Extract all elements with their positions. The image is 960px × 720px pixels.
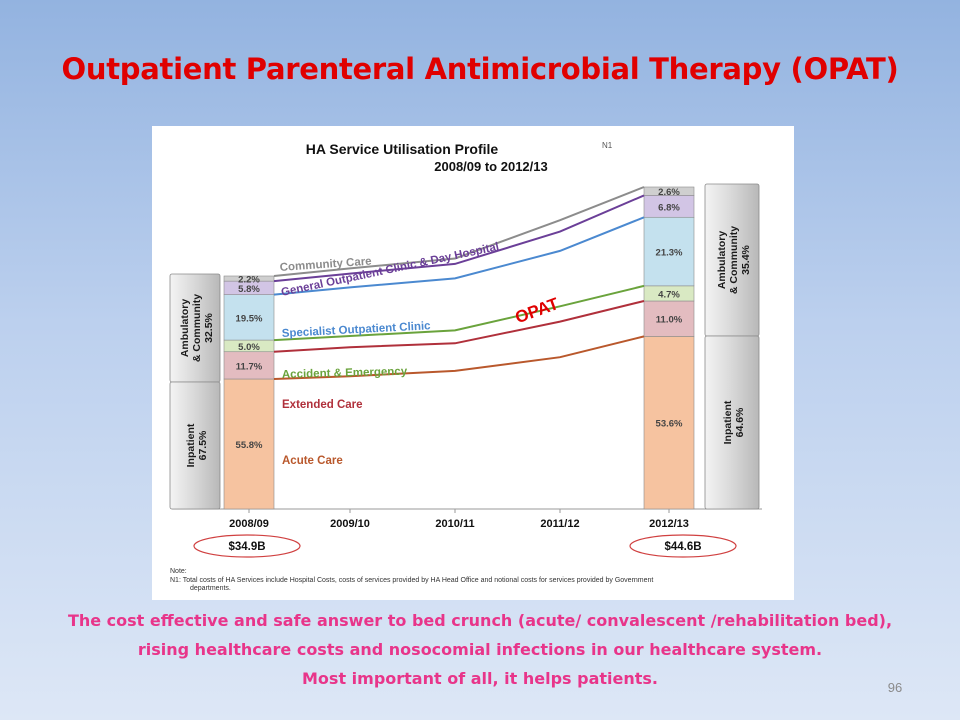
series-label-specialist-outpatient-clinic: Specialist Outpatient Clinic xyxy=(282,320,432,340)
bar-2008-09-specialist-outpatient-clinic xyxy=(223,294,275,341)
x-tick-label-2012-13: 2012/13 xyxy=(649,518,689,530)
share-label-2012-13-specialist-outpatient-clinic: 21.3% xyxy=(656,248,683,259)
share-label-2008-09-accident-emergency: 5.0% xyxy=(238,342,260,353)
page-number: 96 xyxy=(887,680,903,695)
chart-title-note: N1 xyxy=(602,141,613,150)
x-tick-label-2011-12: 2011/12 xyxy=(540,518,579,530)
growth-line-acute-care xyxy=(273,335,645,380)
growth-line-extended-care xyxy=(273,300,645,353)
note-text: N1: Total costs of HA Services include H… xyxy=(170,577,655,592)
x-tick-label-2010-11: 2010/11 xyxy=(435,518,474,530)
chart-title: HA Service Utilisation Profile xyxy=(306,141,499,157)
group-2008-09-inpatient-bar xyxy=(169,381,221,510)
total-cost-ellipse-2012-13 xyxy=(629,534,737,558)
x-tick-label-2009-10: 2009/10 xyxy=(330,518,370,530)
bar-2012-13-community-care xyxy=(643,186,695,196)
share-label-2008-09-specialist-outpatient-clinic: 19.5% xyxy=(236,313,263,324)
series-label-accident-emergency: Accident & Emergency xyxy=(282,366,408,381)
share-label-2008-09-community-care: 2.2% xyxy=(238,275,260,286)
bar-2008-09-community-care xyxy=(223,275,275,282)
growth-line-specialist-outpatient-clinic xyxy=(273,216,645,296)
growth-line-general-outpatient-clinic-day-hospital xyxy=(273,194,645,283)
share-label-2012-13-general-outpatient-clinic-day-hospital: 6.8% xyxy=(658,202,680,213)
note-heading: Note: xyxy=(170,568,187,575)
group-2008-09-ambulatory-community-label: Ambulatory& Community32.5% xyxy=(179,294,215,362)
share-label-2012-13-acute-care: 53.6% xyxy=(656,419,683,430)
group-2012-13-inpatient-label: Inpatient64.6% xyxy=(722,400,746,444)
share-label-2012-13-accident-emergency: 4.7% xyxy=(658,289,680,300)
series-label-extended-care: Extended Care xyxy=(282,399,363,411)
bar-2012-13-extended-care xyxy=(643,300,695,337)
total-cost-2008-09: $34.9B xyxy=(228,541,265,553)
caption-line-1: The cost effective and safe answer to be… xyxy=(67,611,893,630)
caption-line-2: rising healthcare costs and nosocomial i… xyxy=(137,640,823,659)
growth-line-community-care xyxy=(273,186,645,277)
group-2008-09-inpatient-label: Inpatient67.5% xyxy=(185,423,209,467)
total-cost-2012-13: $44.6B xyxy=(664,541,701,553)
share-label-2008-09-general-outpatient-clinic-day-hospital: 5.8% xyxy=(238,284,260,295)
slide-title: Outpatient Parenteral Antimicrobial Ther… xyxy=(61,52,899,86)
growth-line-accident-emergency xyxy=(273,284,645,342)
group-2012-13-inpatient-bar xyxy=(704,335,760,510)
bar-2012-13-acute-care xyxy=(643,336,695,510)
x-tick-label-2008-09: 2008/09 xyxy=(229,518,269,530)
bar-2012-13-specialist-outpatient-clinic xyxy=(643,216,695,287)
caption-line-3: Most important of all, it helps patients… xyxy=(302,669,658,688)
share-label-2008-09-acute-care: 55.8% xyxy=(236,440,263,451)
share-label-2012-13-extended-care: 11.0% xyxy=(656,315,683,326)
chart-panel: HA Service Utilisation Profile N1 2008/0… xyxy=(152,126,794,600)
utilisation-chart: HA Service Utilisation Profile N1 2008/0… xyxy=(169,141,762,592)
total-cost-ellipse-2008-09 xyxy=(193,534,301,558)
group-2012-13-ambulatory-community-label: Ambulatory& Community35.4% xyxy=(716,226,752,294)
share-label-2012-13-community-care: 2.6% xyxy=(658,187,680,198)
chart-subtitle: 2008/09 to 2012/13 xyxy=(434,159,547,174)
share-label-2008-09-extended-care: 11.7% xyxy=(236,361,263,372)
series-label-acute-care: Acute Care xyxy=(282,455,343,467)
